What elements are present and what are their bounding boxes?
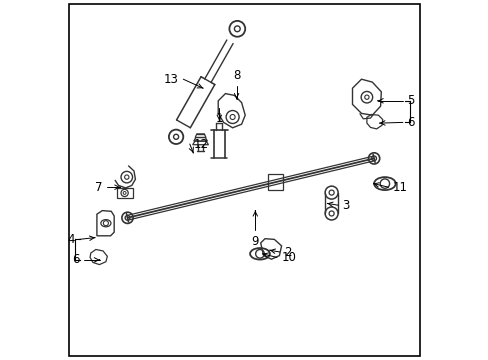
Text: 2: 2 [284,246,291,258]
Text: 11: 11 [392,181,407,194]
Text: 3: 3 [342,199,349,212]
Text: 7: 7 [95,181,102,194]
Circle shape [168,130,183,144]
Text: 9: 9 [251,235,259,248]
Text: 10: 10 [281,251,296,264]
Text: 6: 6 [72,253,79,266]
Text: 6: 6 [407,116,414,129]
Text: 12: 12 [194,138,209,150]
Text: 4: 4 [67,233,75,246]
Text: 8: 8 [232,69,240,82]
Circle shape [229,21,244,37]
Text: 5: 5 [407,94,414,107]
Text: 13: 13 [164,73,179,86]
Text: 1: 1 [215,112,223,125]
